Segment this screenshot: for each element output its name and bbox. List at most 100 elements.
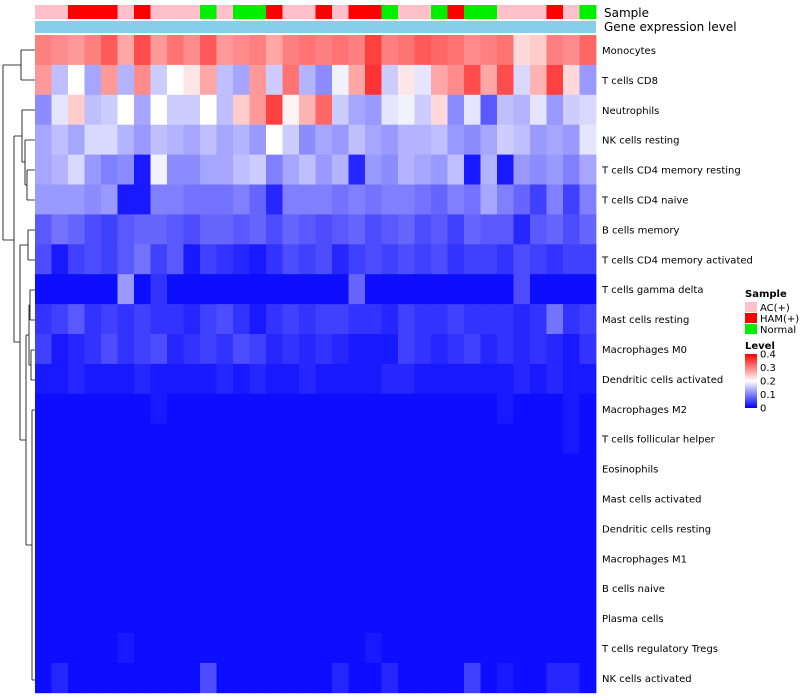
heatmap-cell [101,124,118,155]
heatmap-cell [68,334,85,365]
heatmap-cell [381,94,399,126]
heatmap-cell [332,184,349,215]
heatmap-cell [150,334,168,365]
heatmap-cell [266,94,283,126]
heatmap-cell [497,124,514,155]
heatmap-cell [51,274,69,305]
heatmap-cell [167,573,184,604]
heatmap-cell [464,633,481,664]
heatmap-cell [414,154,432,185]
heatmap-cell [68,154,85,185]
heatmap-cell [101,363,118,395]
heatmap-cell [216,334,234,365]
heatmap-cell [249,603,267,634]
heatmap-cell [480,423,498,454]
heatmap-cell [414,573,432,604]
heatmap-cell [365,64,382,96]
heatmap-cell [117,304,135,335]
heatmap-cell [183,423,201,454]
heatmap-cell [530,483,547,514]
heatmap-cell [315,483,333,514]
heatmap-cell [398,483,415,514]
sample-annotation-cell [365,5,382,19]
heatmap-cell [233,334,250,365]
row-label: T cells CD4 memory activated [601,255,753,266]
heatmap-cell [365,124,382,155]
heatmap-cell [381,513,399,544]
heatmap-cell [546,64,564,96]
heatmap-cell [117,363,135,395]
heatmap-cell [200,124,217,155]
heatmap-cell [579,64,597,96]
heatmap-cell [431,543,448,574]
heatmap-cell [134,633,151,664]
heatmap-cell [117,244,135,275]
heatmap-cell [35,274,52,305]
heatmap-cell [84,543,102,574]
heatmap-cell [233,513,250,544]
sample-annotation-cell [101,5,118,19]
heatmap-cell [216,483,234,514]
heatmap-cell [200,214,217,245]
heatmap-cell [134,244,151,275]
heatmap-cell [167,214,184,245]
heatmap-cell [134,513,151,544]
sample-annotation-cell [216,5,234,19]
heatmap-cell [35,154,52,185]
heatmap-cell [530,94,547,126]
heatmap-cell [266,214,283,245]
heatmap-cell [414,35,432,66]
heatmap-cell [150,184,168,215]
heatmap-cell [282,573,300,604]
heatmap-cell [315,214,333,245]
heatmap-cell [51,513,69,544]
heatmap-cell [381,35,399,66]
heatmap-cell [183,513,201,544]
heatmap-cell [563,513,580,544]
heatmap-cell [167,304,184,335]
heatmap-cell [332,334,349,365]
heatmap-cell [414,64,432,96]
level-legend-tick-label: 0.1 [760,390,776,401]
heatmap-cell [68,603,85,634]
heatmap-cell [216,274,234,305]
level-legend-tick-label: 0.2 [760,377,776,388]
heatmap-cell [414,393,432,425]
heatmap-cell [84,35,102,66]
heatmap-cell [315,573,333,604]
heatmap-cell [249,662,267,694]
heatmap-cell [530,423,547,454]
heatmap-cell [530,124,547,155]
heatmap-cell [101,184,118,215]
heatmap-cell [101,513,118,544]
heatmap-cell [414,662,432,694]
heatmap-cell [563,453,580,484]
heatmap-cell [579,423,597,454]
heatmap-cell [68,274,85,305]
heatmap-cell [101,154,118,185]
heatmap-cell [299,603,316,634]
heatmap-cell [84,334,102,365]
heatmap-cell [447,662,465,694]
heatmap-cell [365,633,382,664]
heatmap-cell [134,363,151,395]
heatmap-cell [464,423,481,454]
heatmap-cell [266,453,283,484]
heatmap-cell [84,94,102,126]
heatmap-cell [447,214,465,245]
heatmap-cell [315,274,333,305]
heatmap-cell [266,483,283,514]
row-label: T cells regulatory Tregs [601,644,718,655]
heatmap-cell [117,124,135,155]
heatmap-cell [68,35,85,66]
heatmap-cell [348,603,366,634]
heatmap-cell [68,214,85,245]
heatmap-cell [150,304,168,335]
heatmap-cell [431,363,448,395]
heatmap-cell [431,244,448,275]
heatmap-cell [546,244,564,275]
heatmap-cell [249,124,267,155]
heatmap-cell [530,573,547,604]
heatmap-cell [150,543,168,574]
heatmap-cell [546,214,564,245]
